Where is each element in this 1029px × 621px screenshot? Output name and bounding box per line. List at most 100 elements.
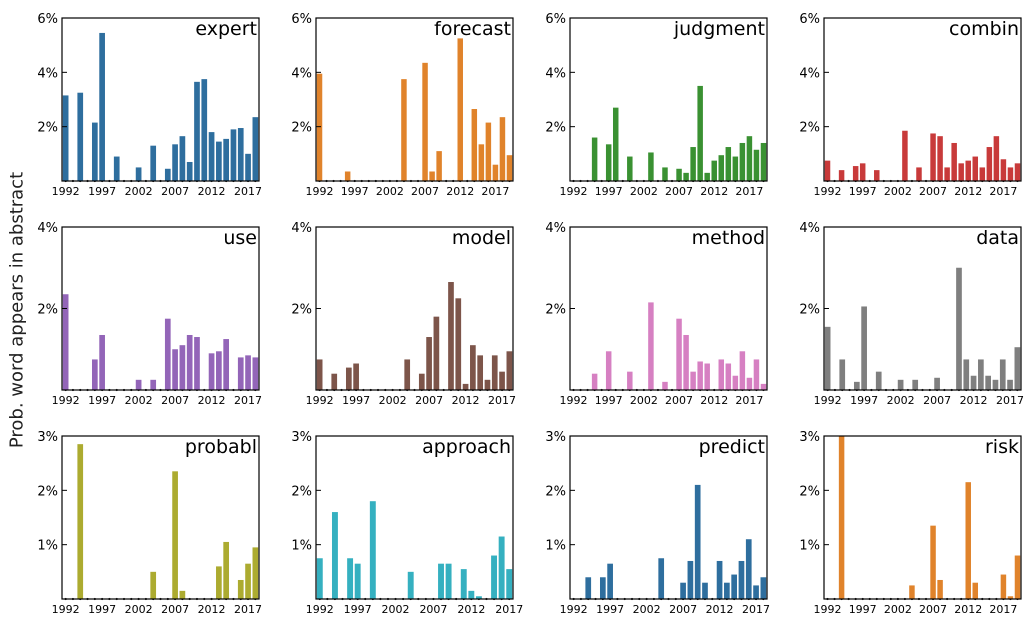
bar-model-1997 xyxy=(353,363,359,390)
bar-forecast-1996 xyxy=(344,171,351,181)
bar-model-2012 xyxy=(462,383,469,390)
bar-use-2009 xyxy=(186,334,193,390)
x-tick-label: 2007 xyxy=(415,394,443,407)
panel-frame xyxy=(823,435,1022,600)
bar-expert-2017 xyxy=(245,153,251,181)
bar-predict-2018 xyxy=(760,577,767,599)
x-tick-label: 1997 xyxy=(342,394,370,407)
bar-method-2008 xyxy=(683,334,689,390)
bar-use-2018 xyxy=(252,357,259,390)
bar-forecast-2016 xyxy=(485,122,492,181)
x-tick-label: 1997 xyxy=(595,394,623,407)
bar-judgment-2012 xyxy=(711,160,717,182)
bar-combin-2011 xyxy=(958,163,964,181)
x-tick-label: 2002 xyxy=(376,185,404,198)
y-tick-label: 2% xyxy=(291,121,312,136)
bar-data-2016 xyxy=(999,359,1006,390)
x-tick-label: 2007 xyxy=(923,394,951,407)
x-tick-label: 2017 xyxy=(735,394,763,407)
x-tick-label: 2012 xyxy=(960,394,988,407)
bar-forecast-2012 xyxy=(457,38,463,182)
bar-probabl-2004 xyxy=(150,571,157,599)
y-tick-label: 4% xyxy=(799,221,820,236)
panel-frame xyxy=(823,17,1022,182)
bar-expert-1999 xyxy=(113,156,120,181)
bar-use-2014 xyxy=(223,339,230,390)
x-tick-label: 2012 xyxy=(446,185,474,198)
x-tick-label: 2017 xyxy=(742,603,770,616)
panel-method: 2% 4% 1992 1997 2002 2007 2012 2017 method xyxy=(545,221,768,407)
bar-predict-2004 xyxy=(658,558,665,599)
bar-combin-1992 xyxy=(824,160,831,182)
bar-approach-2011 xyxy=(460,569,467,599)
bar-approach-2008 xyxy=(438,563,444,599)
bar-combin-undefined xyxy=(1014,163,1021,181)
x-tick-label: 2012 xyxy=(198,394,226,407)
bar-method-2010 xyxy=(697,361,703,390)
bar-judgment-2010 xyxy=(697,85,703,181)
bar-expert-2015 xyxy=(230,129,237,181)
bar-expert-2010 xyxy=(194,81,200,181)
bar-data-2012 xyxy=(970,375,977,390)
x-tick-label: 2007 xyxy=(669,603,697,616)
bar-risk-2018 xyxy=(1007,596,1014,599)
x-tick-label: 2017 xyxy=(488,394,516,407)
bar-judgment-2018 xyxy=(753,149,760,181)
x-tick-label: 2007 xyxy=(161,185,189,198)
bar-judgment-2003 xyxy=(648,152,654,181)
panel-frame xyxy=(61,17,260,182)
x-tick-label: 1992 xyxy=(306,185,334,198)
bar-expert-1996 xyxy=(91,122,98,181)
x-tick-label: 2002 xyxy=(125,603,153,616)
bar-expert-2002 xyxy=(135,167,142,181)
bar-probabl-1994 xyxy=(77,444,84,599)
y-tick-label: 2% xyxy=(291,303,312,318)
x-tick-label: 1997 xyxy=(88,603,116,616)
x-tick-label: 2007 xyxy=(161,603,189,616)
bar-forecast-undefined xyxy=(506,155,513,181)
x-tick-label: 1997 xyxy=(849,603,877,616)
y-tick-label: 2% xyxy=(545,121,566,136)
x-tick-label: 1997 xyxy=(344,603,372,616)
x-tick-label: 1992 xyxy=(560,603,588,616)
bar-predict-2016 xyxy=(745,539,752,599)
bar-approach-1992 xyxy=(316,558,323,599)
bar-predict-1994 xyxy=(585,577,592,599)
x-tick-label: 2012 xyxy=(700,394,728,407)
bar-approach-1997 xyxy=(354,563,361,599)
bar-forecast-2008 xyxy=(429,171,435,181)
x-tick-label: 2007 xyxy=(919,603,947,616)
y-tick-label: 3% xyxy=(545,430,566,445)
y-tick-label: 6% xyxy=(799,12,820,27)
bar-method-2016 xyxy=(739,351,746,390)
bar-risk-2017 xyxy=(1000,574,1007,599)
bar-judgment-1997 xyxy=(605,144,612,181)
bar-method-2015 xyxy=(732,375,739,390)
bar-use-1997 xyxy=(99,334,105,390)
bar-model-2010 xyxy=(448,282,454,390)
y-tick-label: 2% xyxy=(37,121,58,136)
x-tick-label: 2002 xyxy=(382,603,410,616)
bar-combin-2012 xyxy=(965,160,971,182)
bar-forecast-2017 xyxy=(492,164,499,181)
bar-use-2012 xyxy=(208,353,215,390)
x-tick-label: 2007 xyxy=(419,603,447,616)
x-tick-label: 2012 xyxy=(706,603,734,616)
bar-expert-1994 xyxy=(77,92,84,181)
x-tick-label: 2017 xyxy=(234,603,262,616)
bar-method-2018 xyxy=(753,359,760,390)
bar-data-2013 xyxy=(978,359,984,390)
x-tick-label: 2017 xyxy=(996,394,1024,407)
bar-combin-2014 xyxy=(979,167,986,181)
panel-model: 2% 4% 1992 1997 2002 2007 2012 2017 model xyxy=(291,221,516,407)
x-tick-label: 2017 xyxy=(234,394,262,407)
bar-method-2003 xyxy=(648,302,654,390)
bar-use-2016 xyxy=(237,357,244,390)
bar-combin-2003 xyxy=(902,130,908,181)
x-tick-label: 2012 xyxy=(700,185,728,198)
y-tick-label: 2% xyxy=(799,484,820,499)
bar-expert-1997 xyxy=(99,32,105,181)
x-tick-label: 2017 xyxy=(989,603,1017,616)
x-tick-label: 1992 xyxy=(52,603,80,616)
bar-use-2004 xyxy=(150,379,157,390)
